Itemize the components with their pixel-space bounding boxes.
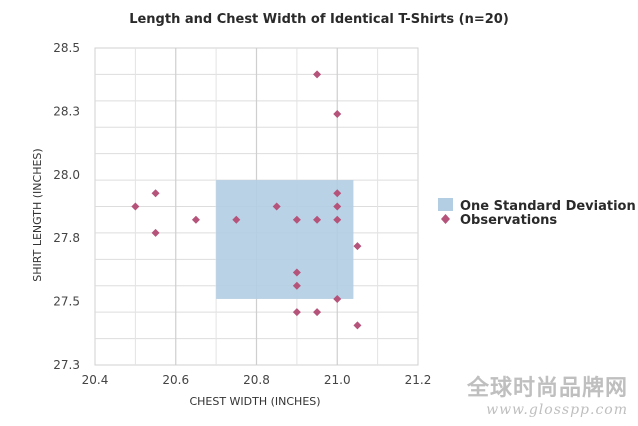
legend-marker-observations	[441, 214, 450, 224]
observation-point	[313, 308, 322, 317]
observation-point	[151, 189, 160, 198]
y-tick-label: 27.5	[53, 295, 80, 309]
y-tick-label: 28.3	[53, 104, 80, 118]
std-dev-region-group	[216, 180, 354, 299]
x-tick-label: 21.2	[405, 373, 432, 387]
observation-point	[313, 215, 322, 224]
observation-point	[333, 215, 342, 224]
observation-point	[292, 308, 301, 317]
observation-point	[191, 215, 200, 224]
y-tick-label: 28.0	[53, 168, 80, 182]
y-tick-label: 27.8	[53, 231, 80, 245]
watermark: 全球时尚品牌网 www.glosspp.com	[467, 370, 628, 418]
x-axis-title: CHEST WIDTH (INCHES)	[189, 395, 320, 408]
observation-point	[333, 189, 342, 198]
observation-point	[353, 321, 362, 330]
watermark-line-1: 全球时尚品牌网	[466, 375, 628, 401]
observation-point	[313, 70, 322, 79]
x-tick-labels: 20.4 20.6 20.8 21.0 21.2	[82, 373, 432, 387]
legend-label-std-dev: One Standard Deviation	[460, 199, 636, 214]
observation-points	[131, 70, 362, 330]
y-axis-title: SHIRT LENGTH (INCHES)	[31, 148, 44, 281]
watermark-line-2: www.glosspp.com	[486, 402, 628, 418]
observation-point	[333, 202, 342, 211]
y-tick-label: 27.3	[53, 358, 80, 372]
x-tick-label: 20.6	[162, 373, 189, 387]
legend-swatch-std-dev	[438, 198, 453, 211]
x-tick-label: 20.4	[82, 373, 109, 387]
legend: One Standard Deviation Observations	[438, 198, 636, 228]
observation-point	[232, 215, 241, 224]
std-dev-region	[216, 180, 354, 299]
observation-point	[151, 228, 160, 237]
x-tick-label: 21.0	[324, 373, 351, 387]
chart-title: Length and Chest Width of Identical T-Sh…	[129, 12, 509, 27]
observation-point	[353, 242, 362, 251]
observation-point	[292, 268, 301, 277]
observation-point	[131, 202, 140, 211]
y-tick-labels: 27.3 27.5 27.8 28.0 28.3 28.5	[53, 41, 80, 372]
observation-point	[292, 281, 301, 290]
y-tick-label: 28.5	[53, 41, 80, 55]
observation-point	[292, 215, 301, 224]
legend-label-observations: Observations	[460, 213, 557, 228]
observation-point	[333, 294, 342, 303]
x-tick-label: 20.8	[243, 373, 270, 387]
observation-point	[333, 110, 342, 119]
observation-point	[272, 202, 281, 211]
